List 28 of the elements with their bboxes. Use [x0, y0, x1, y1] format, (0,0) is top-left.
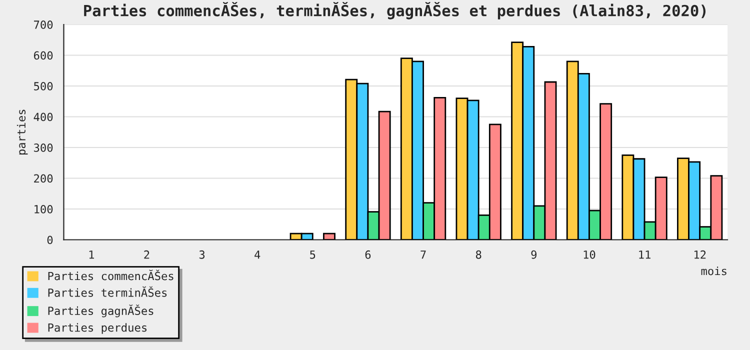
y-tick-label: 300	[34, 144, 53, 152]
x-tick-label: 12	[694, 250, 706, 259]
chart-title: Parties commencĂŠes, terminĂŠes, gagnĂŠes et perdues (Alain83, 2020)	[84, 2, 706, 20]
y-tick-label: 100	[34, 205, 53, 214]
y-tick-label: 600	[34, 51, 53, 60]
y-tick-label: 500	[34, 82, 53, 90]
x-tick-label: 8	[476, 250, 482, 259]
legend-label: Parties gagnĂŠes	[48, 304, 154, 318]
x-tick-label: 2	[144, 250, 150, 259]
y-axis-title: parties	[16, 110, 28, 155]
x-tick-label: 10	[584, 250, 596, 259]
bar	[323, 232, 336, 240]
legend-label: Parties terminĂŠes	[48, 286, 167, 297]
legend-label: Parties perdues	[48, 323, 147, 334]
y-tick-label: 400	[34, 112, 53, 122]
x-tick-label: 7	[420, 250, 426, 259]
x-tick-label: 4	[254, 250, 260, 259]
x-tick-label: 9	[531, 250, 536, 259]
x-tick-label: 6	[365, 250, 371, 259]
y-tick-label: 700	[34, 20, 53, 29]
legend-label: Parties commencĂŠes	[48, 270, 174, 280]
y-tick-label: 200	[34, 174, 53, 183]
x-axis-title: mois	[701, 266, 726, 276]
x-tick-label: 5	[310, 250, 316, 259]
x-tick-label: 1	[89, 250, 94, 259]
x-tick-label: 3	[199, 250, 205, 259]
x-tick-label: 11	[639, 250, 650, 259]
y-tick-label: 0	[47, 236, 53, 244]
